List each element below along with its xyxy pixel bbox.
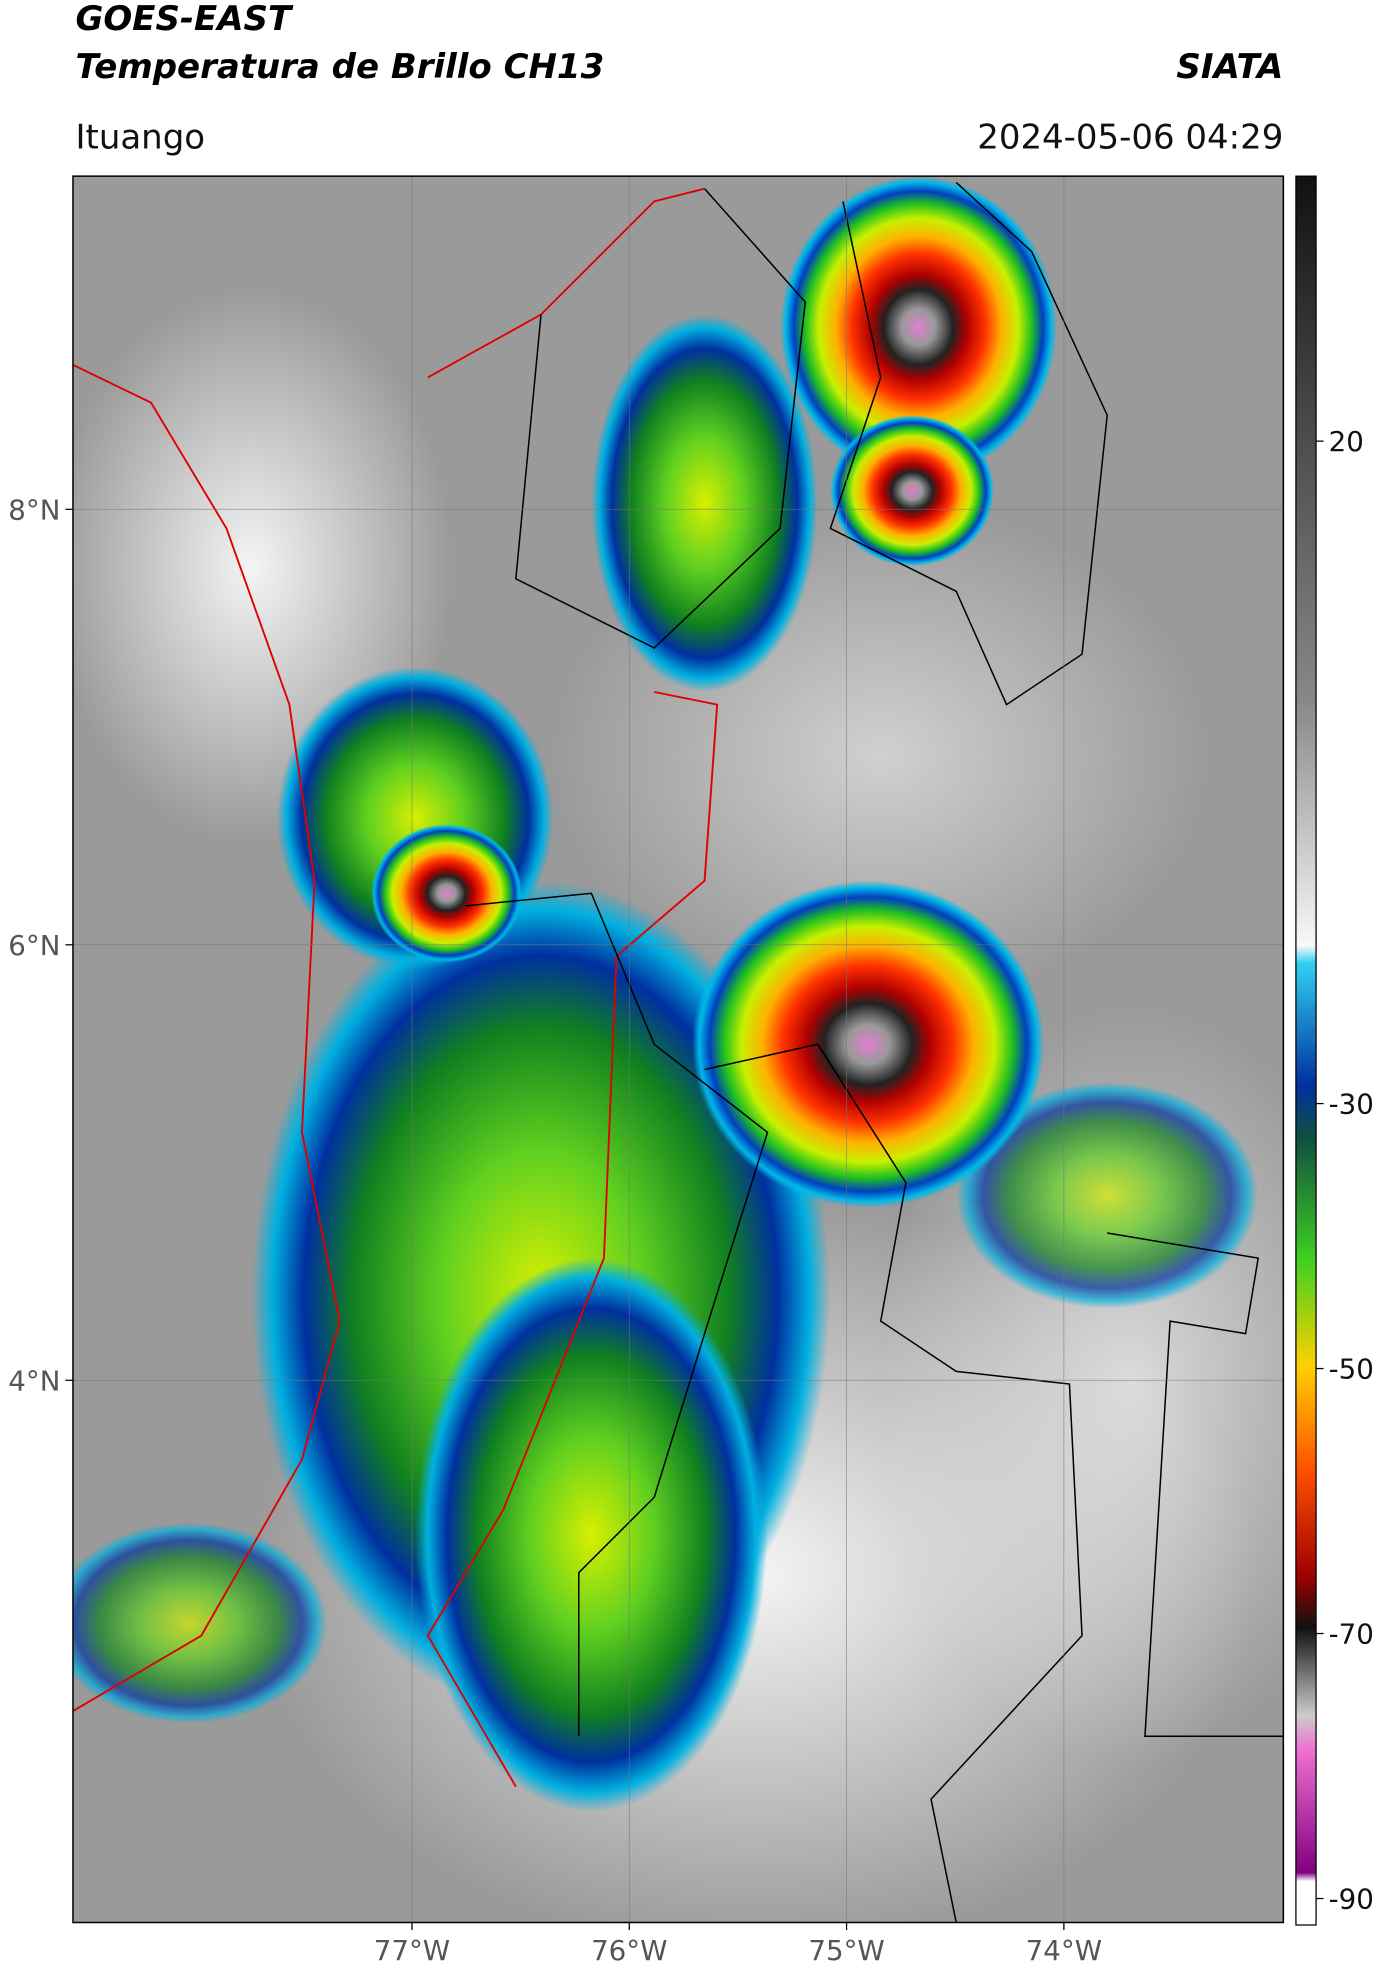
y-tick-label: 4°N — [8, 1364, 60, 1397]
colorbar-tick-label: -30 — [1329, 1088, 1374, 1121]
x-tick-label: 76°W — [591, 1934, 667, 1967]
colorbar-tick-label: -70 — [1329, 1618, 1374, 1651]
x-tick-label: 74°W — [1026, 1934, 1102, 1967]
x-tick-label: 75°W — [808, 1934, 884, 1967]
y-tick-label: 6°N — [8, 929, 60, 962]
location: Ituango — [75, 117, 205, 157]
agency: SIATA — [1176, 47, 1283, 87]
map-frame — [72, 175, 1285, 1924]
datetime: 2024-05-06 04:29 — [977, 117, 1283, 157]
colorbar-tick-label: 20 — [1329, 425, 1364, 458]
colorbar — [1295, 175, 1317, 1926]
graticule — [72, 176, 1284, 1923]
colorbar-tick-label: -90 — [1329, 1883, 1374, 1916]
y-tick-label: 8°N — [8, 493, 60, 526]
title: GOES-EAST — [75, 0, 293, 39]
colorbar-tick-label: -50 — [1329, 1353, 1374, 1386]
title: Temperatura de Brillo CH13 — [75, 47, 604, 87]
x-tick-label: 77°W — [374, 1934, 450, 1967]
satellite-image — [72, 176, 1284, 1923]
